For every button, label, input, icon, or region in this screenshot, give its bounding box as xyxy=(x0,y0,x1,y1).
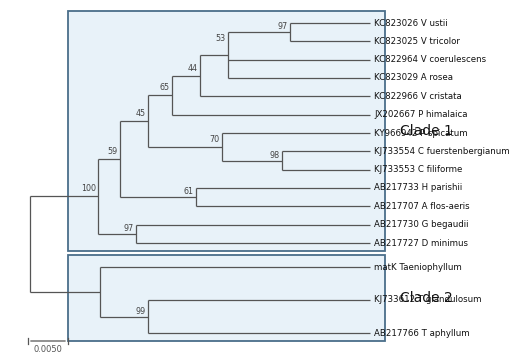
Text: KC822964 V coerulescens: KC822964 V coerulescens xyxy=(374,55,486,64)
Text: KJ733612 T glandulosum: KJ733612 T glandulosum xyxy=(374,295,482,305)
Text: 97: 97 xyxy=(278,22,288,31)
Text: KY966942 P spicatum: KY966942 P spicatum xyxy=(374,129,467,137)
Text: AB217707 A flos-aeris: AB217707 A flos-aeris xyxy=(374,202,470,211)
Text: 59: 59 xyxy=(108,147,118,156)
FancyBboxPatch shape xyxy=(68,11,385,251)
Text: 98: 98 xyxy=(270,151,280,159)
Text: 100: 100 xyxy=(81,185,96,193)
Text: 44: 44 xyxy=(188,64,198,73)
Text: KC822966 V cristata: KC822966 V cristata xyxy=(374,92,462,101)
Text: 0.0050: 0.0050 xyxy=(34,345,62,354)
Text: 45: 45 xyxy=(136,109,146,118)
Text: Clade 2: Clade 2 xyxy=(400,291,453,305)
FancyBboxPatch shape xyxy=(68,255,385,341)
Text: KC823025 V tricolor: KC823025 V tricolor xyxy=(374,37,460,46)
Text: KJ733554 C fuerstenbergianum: KJ733554 C fuerstenbergianum xyxy=(374,147,510,156)
Text: matK Taeniophyllum: matK Taeniophyllum xyxy=(374,262,462,272)
Text: 65: 65 xyxy=(160,83,170,92)
Text: 53: 53 xyxy=(216,34,226,43)
Text: AB217766 T aphyllum: AB217766 T aphyllum xyxy=(374,328,470,338)
Text: KC823026 V ustii: KC823026 V ustii xyxy=(374,18,447,27)
Text: 97: 97 xyxy=(124,224,134,233)
Text: JX202667 P himalaica: JX202667 P himalaica xyxy=(374,110,467,119)
Text: AB217727 D minimus: AB217727 D minimus xyxy=(374,239,468,247)
Text: KC823029 A rosea: KC823029 A rosea xyxy=(374,73,453,82)
Text: 61: 61 xyxy=(184,187,194,196)
Text: KJ733553 C filiforme: KJ733553 C filiforme xyxy=(374,165,462,174)
Text: 70: 70 xyxy=(210,135,220,144)
Text: AB217730 G begaudii: AB217730 G begaudii xyxy=(374,220,469,229)
Text: 99: 99 xyxy=(136,306,146,316)
Text: AB217733 H parishii: AB217733 H parishii xyxy=(374,184,462,192)
Text: Clade 1: Clade 1 xyxy=(400,124,453,138)
